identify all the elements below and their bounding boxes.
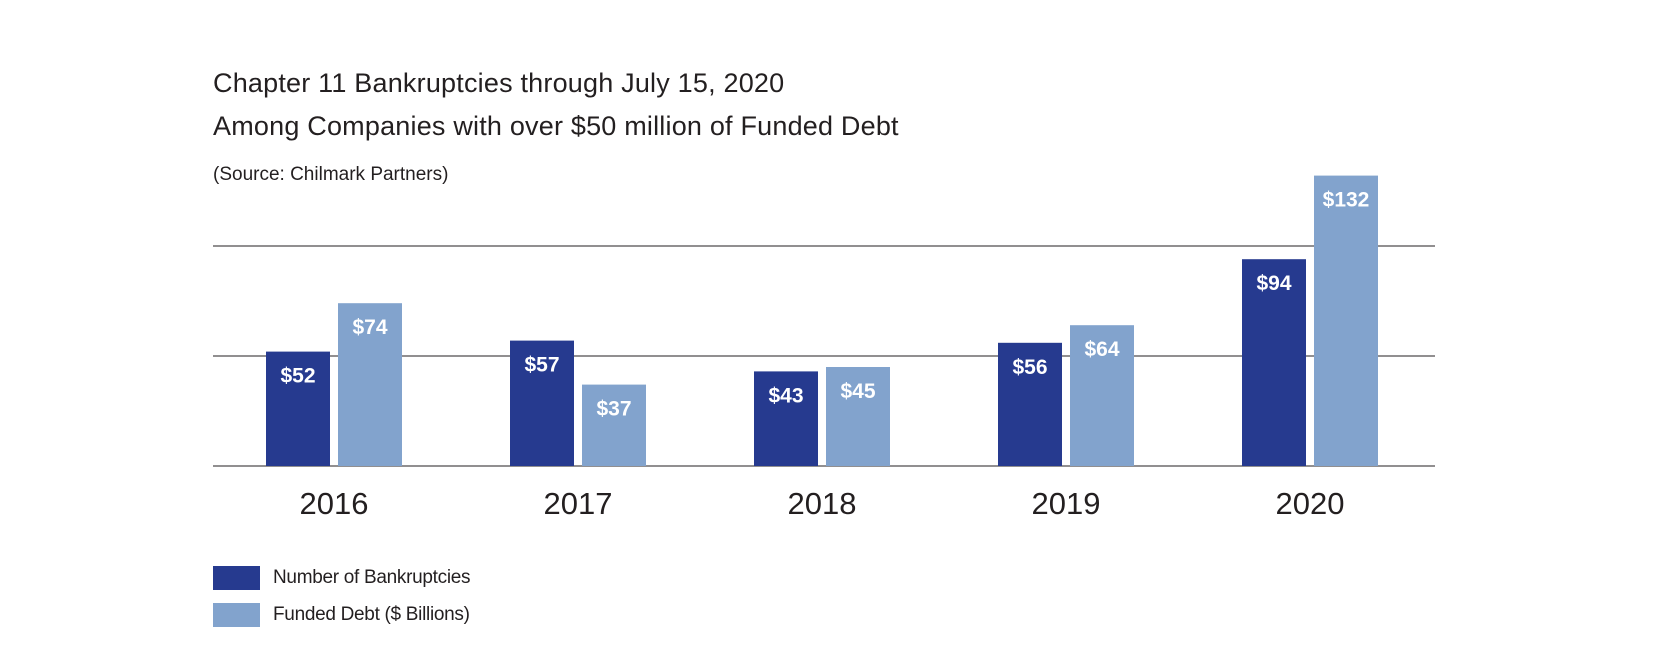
x-tick-label-2020: 2020 <box>1276 486 1345 521</box>
chart-source: (Source: Chilmark Partners) <box>213 164 449 185</box>
data-label-funded-debt-2016: $74 <box>352 316 387 339</box>
bar-funded-debt-2017 <box>582 384 646 466</box>
bar-bankruptcies-2018 <box>754 371 818 466</box>
legend-swatch-funded-debt <box>213 603 260 627</box>
chart-title: Chapter 11 Bankruptcies through July 15,… <box>213 68 785 98</box>
legend-label-bankruptcies: Number of Bankruptcies <box>273 567 471 588</box>
x-tick-label-2016: 2016 <box>300 486 369 521</box>
x-tick-label-2018: 2018 <box>788 486 857 521</box>
data-label-bankruptcies-2018: $43 <box>768 384 803 407</box>
data-label-bankruptcies-2016: $52 <box>280 365 315 388</box>
data-label-funded-debt-2020: $132 <box>1323 189 1370 212</box>
data-label-bankruptcies-2017: $57 <box>524 354 559 377</box>
chart-subtitle: Among Companies with over $50 million of… <box>213 111 899 141</box>
bar-funded-debt-2019 <box>1070 325 1134 466</box>
bar-funded-debt-2018 <box>826 367 890 466</box>
bar-funded-debt-2020 <box>1314 175 1378 466</box>
legend-label-funded-debt: Funded Debt ($ Billions) <box>273 604 470 625</box>
legend-item-bankruptcies: Number of Bankruptcies <box>213 566 471 590</box>
data-label-funded-debt-2017: $37 <box>596 398 631 421</box>
data-label-bankruptcies-2020: $94 <box>1256 272 1291 295</box>
bar-bankruptcies-2016 <box>266 351 330 466</box>
x-tick-label-2019: 2019 <box>1032 486 1101 521</box>
bar-bankruptcies-2020 <box>1242 259 1306 466</box>
data-label-bankruptcies-2019: $56 <box>1012 356 1047 379</box>
data-label-funded-debt-2018: $45 <box>840 380 875 403</box>
legend-item-funded-debt: Funded Debt ($ Billions) <box>213 603 470 627</box>
bar-funded-debt-2016 <box>338 303 402 466</box>
bar-bankruptcies-2017 <box>510 340 574 466</box>
x-tick-label-2017: 2017 <box>544 486 613 521</box>
data-label-funded-debt-2019: $64 <box>1084 338 1119 361</box>
legend-swatch-bankruptcies <box>213 566 260 590</box>
bar-bankruptcies-2019 <box>998 342 1062 466</box>
